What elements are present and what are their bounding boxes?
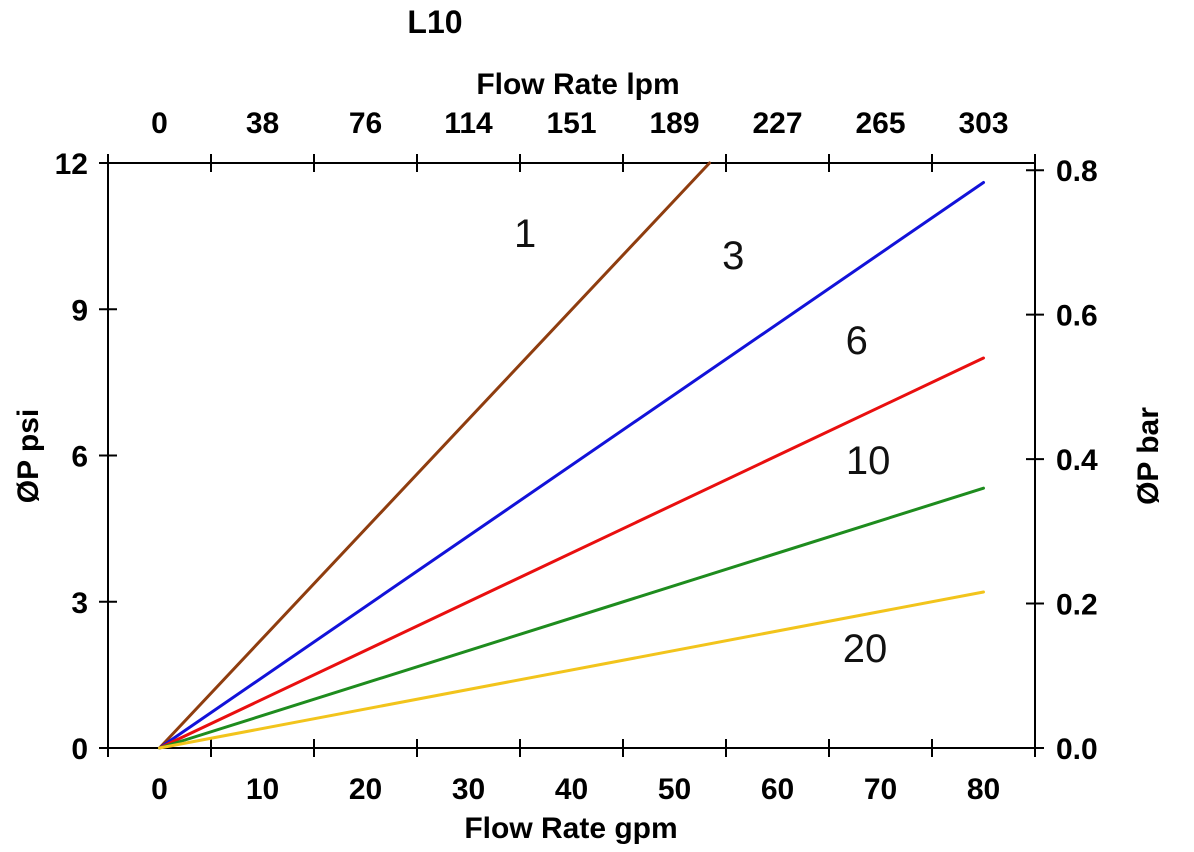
series-curve-label-10: 10 <box>846 439 891 483</box>
bottom-x-tick-label: 80 <box>967 773 1000 806</box>
right-y-axis-title: ØP bar <box>1132 407 1165 505</box>
top-x-tick-label: 303 <box>958 107 1008 140</box>
series-curve-label-20: 20 <box>843 627 888 671</box>
top-x-tick-label: 0 <box>151 107 168 140</box>
chart-title: L10 <box>407 4 463 40</box>
bottom-x-tick-label: 70 <box>864 773 897 806</box>
top-x-tick-label: 227 <box>752 107 802 140</box>
bottom-x-tick-label: 20 <box>349 773 382 806</box>
top-x-axis-title: Flow Rate lpm <box>476 68 680 101</box>
series-curve-label-6: 6 <box>846 319 868 363</box>
series-curve-label-1: 1 <box>514 212 536 256</box>
right-y-tick-label: 0.2 <box>1056 589 1098 622</box>
top-x-tick-label: 151 <box>546 107 596 140</box>
series-line-10 <box>158 486 985 750</box>
series-line-6 <box>158 356 985 750</box>
right-y-tick-label: 0.6 <box>1056 300 1098 333</box>
top-x-tick-label: 114 <box>444 107 493 140</box>
bottom-x-axis-title: Flow Rate gpm <box>464 812 678 845</box>
left-y-tick-label: 0 <box>71 733 88 766</box>
right-y-tick-label: 0.4 <box>1056 444 1098 477</box>
series-line-3 <box>158 181 985 750</box>
bottom-x-tick-label: 10 <box>246 773 279 806</box>
series-curve-label-3: 3 <box>722 234 744 278</box>
top-x-tick-label: 76 <box>349 107 382 140</box>
left-y-tick-label: 12 <box>55 148 88 181</box>
series-line-1 <box>158 161 712 750</box>
right-y-tick-label: 0.8 <box>1056 155 1098 188</box>
bottom-x-tick-label: 40 <box>555 773 588 806</box>
bottom-x-tick-label: 30 <box>452 773 485 806</box>
left-y-tick-label: 6 <box>71 441 88 474</box>
bottom-x-tick-label: 50 <box>658 773 691 806</box>
bottom-x-tick-label: 0 <box>151 773 168 806</box>
top-x-tick-label: 189 <box>649 107 699 140</box>
series-line-20 <box>158 590 985 750</box>
left-y-tick-label: 9 <box>71 294 88 327</box>
right-y-tick-label: 0.0 <box>1056 733 1098 766</box>
top-x-tick-label: 38 <box>246 107 279 140</box>
top-x-tick-label: 265 <box>855 107 905 140</box>
bottom-x-tick-label: 60 <box>761 773 794 806</box>
left-y-axis-title: ØP psi <box>12 408 45 504</box>
left-y-tick-label: 3 <box>71 587 88 620</box>
